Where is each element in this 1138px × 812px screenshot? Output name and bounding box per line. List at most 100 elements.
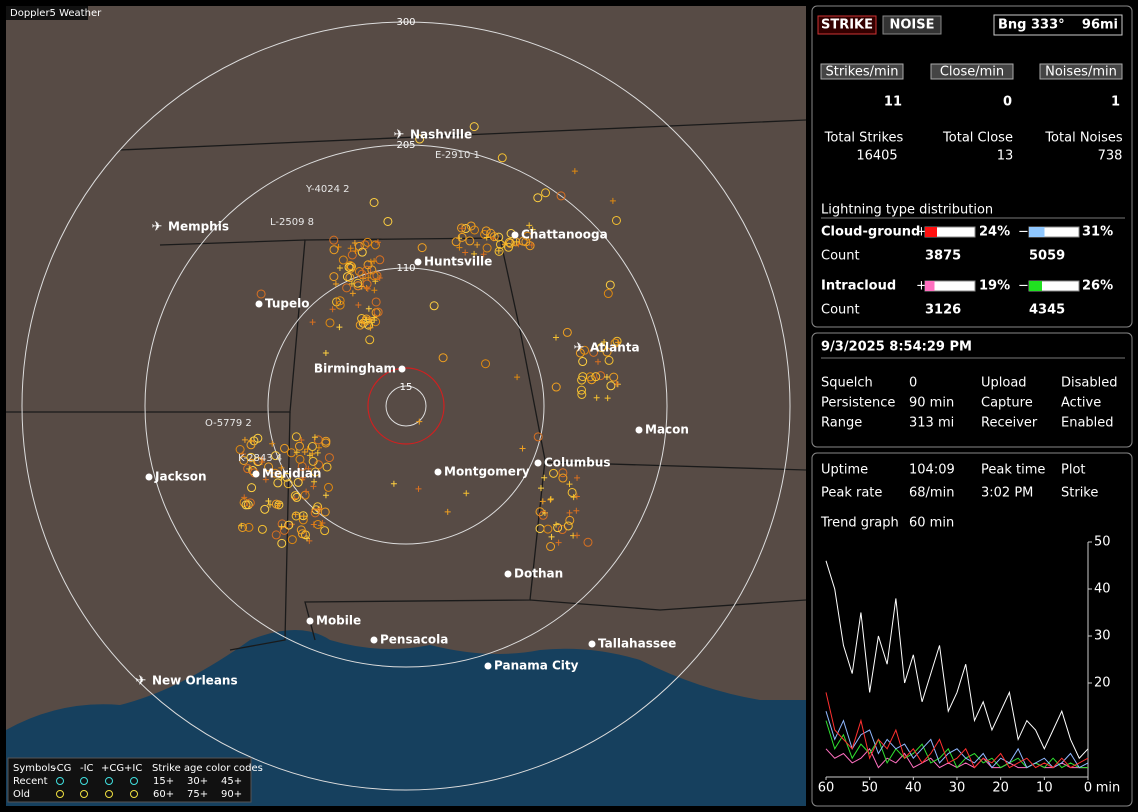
strike-symbol bbox=[415, 134, 425, 144]
strike-symbol bbox=[604, 395, 611, 402]
strike-symbol bbox=[278, 464, 285, 471]
strike-symbol bbox=[519, 445, 526, 452]
stat: 3:02 PM bbox=[981, 486, 1033, 501]
city-label: Nashville bbox=[410, 128, 472, 142]
strike-symbol bbox=[489, 232, 499, 242]
counter-value: 1 bbox=[1111, 95, 1120, 110]
strike-symbol bbox=[306, 452, 313, 459]
city-label: Atlanta bbox=[590, 341, 640, 355]
strike-symbol bbox=[610, 338, 620, 348]
sign: − bbox=[1018, 279, 1029, 294]
city-dot bbox=[484, 662, 492, 670]
city-dot bbox=[504, 570, 512, 578]
strike-symbol bbox=[362, 279, 372, 289]
strike-symbol bbox=[265, 498, 272, 505]
strike-symbol bbox=[483, 234, 490, 241]
strike-symbol bbox=[458, 225, 465, 232]
type-name: Cloud-ground bbox=[821, 225, 920, 240]
strike-symbol bbox=[241, 500, 251, 510]
strike-symbol bbox=[342, 283, 352, 293]
city-label: Dothan bbox=[514, 567, 563, 581]
strike-symbol bbox=[416, 418, 423, 425]
city-dot bbox=[511, 231, 519, 239]
strike-symbol bbox=[310, 508, 320, 518]
strike-symbol bbox=[577, 375, 587, 385]
strike-symbol bbox=[558, 468, 568, 478]
city-label: Mobile bbox=[316, 614, 361, 628]
strike-symbol bbox=[371, 287, 378, 294]
strike-symbol bbox=[244, 522, 254, 532]
strike-symbol bbox=[329, 272, 339, 282]
strike-symbol bbox=[574, 474, 581, 481]
strike-symbol bbox=[566, 481, 573, 488]
city-dot bbox=[252, 470, 260, 478]
percent: 31% bbox=[1082, 225, 1113, 240]
strike-symbol bbox=[357, 247, 367, 257]
strike-symbol bbox=[245, 498, 255, 508]
strike-symbol bbox=[338, 255, 348, 265]
trend-line bbox=[825, 692, 1089, 769]
strike-symbol bbox=[589, 347, 599, 357]
strike-symbol bbox=[295, 454, 305, 464]
strike-symbol bbox=[278, 523, 285, 530]
strike-symbol bbox=[317, 505, 324, 512]
strike-symbol bbox=[293, 477, 303, 487]
bearing-box bbox=[993, 14, 1123, 36]
strike-symbol bbox=[309, 319, 316, 326]
strike-symbol bbox=[247, 483, 257, 493]
strike-symbol bbox=[604, 355, 614, 365]
strike-symbol bbox=[335, 296, 345, 306]
strike-symbol bbox=[311, 434, 318, 441]
legend-text: -CG bbox=[53, 763, 71, 774]
strike-symbol bbox=[368, 319, 375, 326]
legend-symbol bbox=[130, 777, 138, 785]
sign: + bbox=[916, 279, 927, 294]
y-tick-label: 20 bbox=[1094, 676, 1111, 691]
total-value: 738 bbox=[1098, 149, 1123, 164]
strike-symbol bbox=[481, 359, 491, 369]
count-label: Count bbox=[821, 249, 860, 264]
stat: Peak rate bbox=[821, 486, 882, 501]
strike-symbol bbox=[322, 349, 329, 356]
stat: Strike bbox=[1061, 486, 1098, 501]
strike-symbol bbox=[332, 281, 339, 288]
strike-symbol bbox=[538, 510, 548, 520]
strike-symbol bbox=[504, 237, 514, 247]
strike-symbol bbox=[257, 524, 267, 534]
strike-symbol bbox=[260, 504, 270, 514]
legend-symbol bbox=[105, 790, 113, 798]
strike-symbol bbox=[279, 443, 289, 453]
total-value: 16405 bbox=[856, 149, 897, 164]
strike-symbol bbox=[365, 305, 372, 312]
strike-symbol bbox=[480, 251, 487, 258]
legend-symbol bbox=[80, 777, 88, 785]
setting: Receiver bbox=[981, 416, 1038, 431]
strike-symbol bbox=[269, 440, 276, 447]
noise-button[interactable] bbox=[882, 15, 942, 35]
strike-symbol bbox=[606, 381, 616, 391]
strike-symbol bbox=[371, 258, 378, 265]
strike-symbol bbox=[609, 197, 616, 204]
strike-symbol bbox=[274, 502, 281, 509]
counter-value: 11 bbox=[884, 95, 902, 110]
strike-symbol bbox=[541, 188, 551, 198]
counter-header bbox=[930, 63, 1014, 80]
strike-symbol bbox=[469, 122, 479, 132]
strike-symbol bbox=[495, 247, 502, 254]
ring-label: 300 bbox=[396, 17, 415, 28]
percent: 26% bbox=[1082, 279, 1113, 294]
strike-symbol bbox=[376, 275, 383, 282]
strike-symbol bbox=[313, 435, 323, 445]
stat: Plot bbox=[1061, 463, 1086, 478]
strike-symbol bbox=[370, 240, 380, 250]
city-label: Tallahassee bbox=[598, 637, 676, 651]
strike-symbol bbox=[307, 442, 317, 452]
strike-symbol bbox=[429, 301, 439, 311]
strike-button[interactable] bbox=[817, 15, 877, 35]
strike-symbol bbox=[438, 353, 448, 363]
airport-icon: ✈ bbox=[152, 220, 163, 235]
strike-symbol bbox=[273, 478, 283, 488]
city-label: Chattanooga bbox=[521, 228, 608, 242]
strike-symbol bbox=[292, 511, 299, 518]
